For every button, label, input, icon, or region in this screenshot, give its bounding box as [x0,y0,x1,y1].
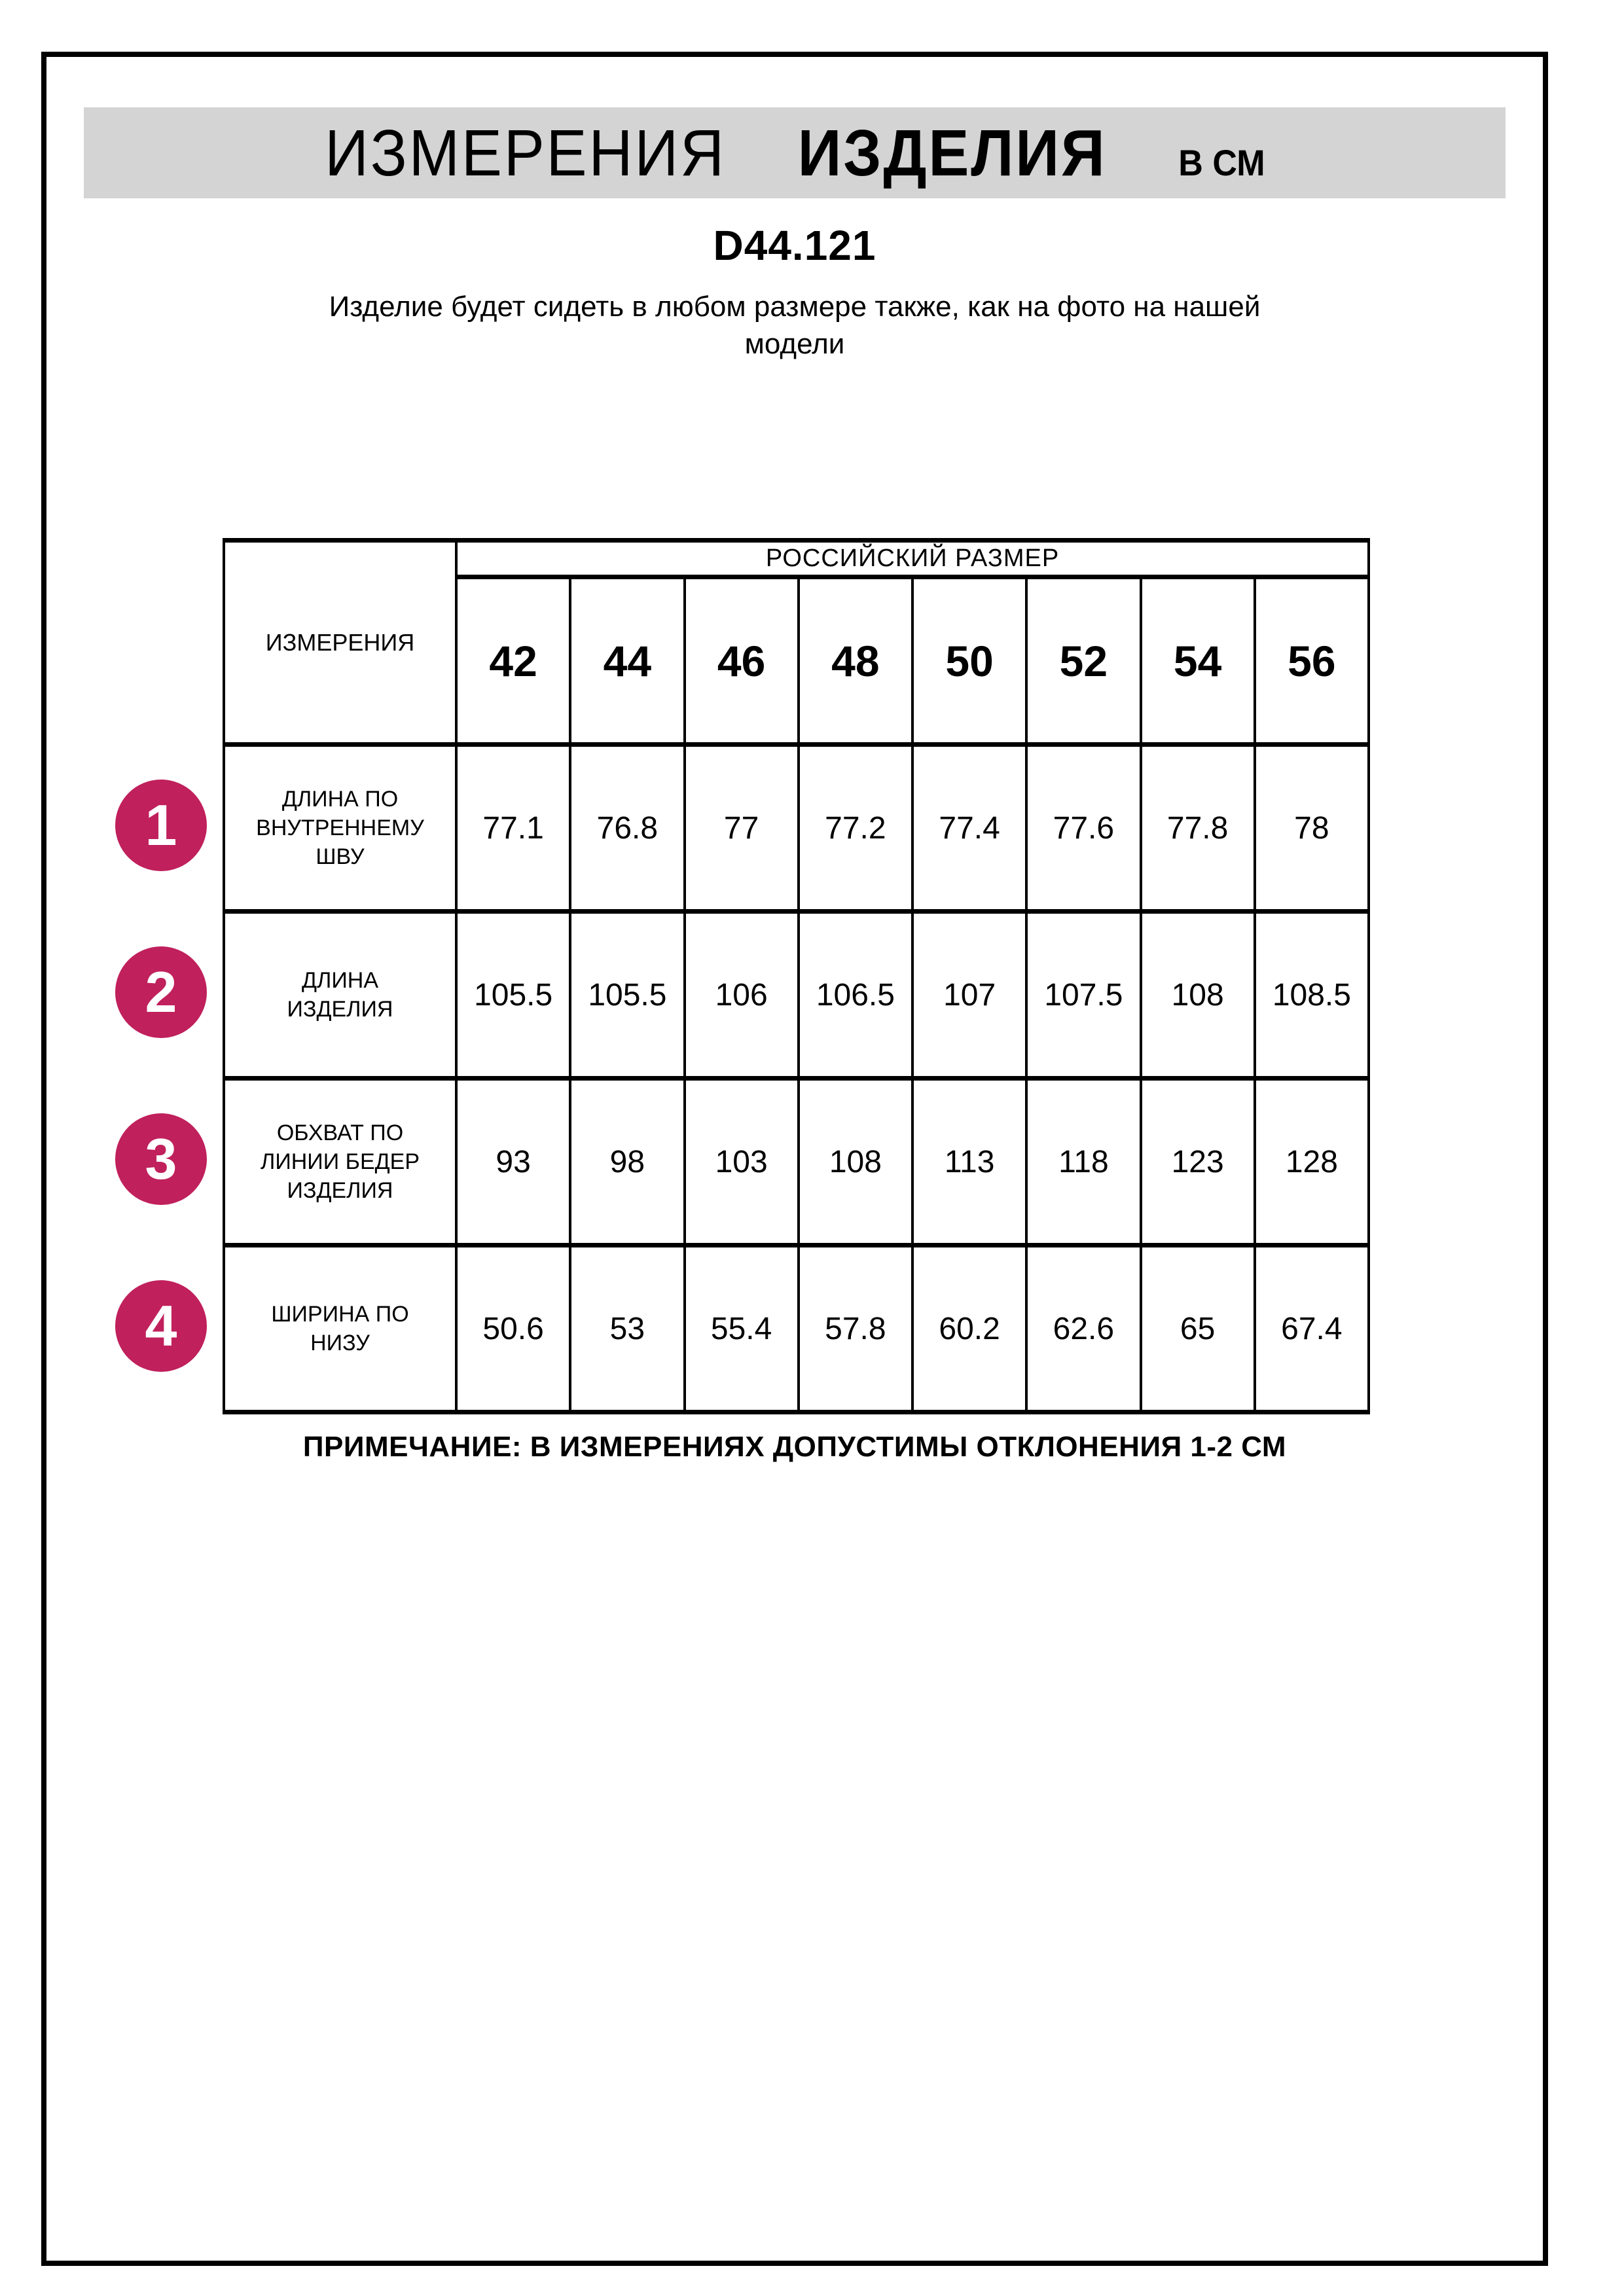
tolerance-note: ПРИМЕЧАНИЕ: В ИЗМЕРЕНИЯХ ДОПУСТИМЫ ОТКЛО… [302,1431,1287,1463]
size-col-50: 50 [911,575,1028,747]
title-units: В СМ [1178,141,1265,183]
cell-value: 55.4 [683,1243,800,1414]
badge-number: 1 [145,793,177,857]
cell-value: 50.6 [454,1243,572,1414]
cell-value: 53 [569,1243,686,1414]
cell-value: 107.5 [1025,909,1142,1081]
cell-value: 106.5 [797,909,914,1081]
header-bar: ИЗМЕРЕНИЯ ИЗДЕЛИЯ В СМ [84,107,1506,198]
cell-value: 77.4 [911,742,1028,914]
page-border [41,52,1548,2266]
row-label: ОБХВАТ ПО ЛИНИИ БЕДЕР ИЗДЕЛИЯ [223,1076,458,1247]
row-label: ДЛИНА ИЗДЕЛИЯ [223,909,458,1081]
row-number-badge-1: 1 [115,780,207,871]
cell-value: 108 [797,1076,914,1247]
badge-number: 2 [145,960,177,1024]
cell-value: 93 [454,1076,572,1247]
size-table: ИЗМЕРЕНИЯ РОССИЙСКИЙ РАЗМЕР 42 44 46 48 … [223,538,1371,1414]
table-row-bottom-width: ШИРИНА ПО НИЗУ 50.6 53 55.4 57.8 60.2 62… [223,1243,1371,1414]
table-size-row: 42 44 46 48 50 52 54 56 [224,575,1371,747]
cell-value: 77.8 [1139,742,1256,914]
cell-value: 107 [911,909,1028,1081]
russian-size-header: РОССИЙСКИЙ РАЗМЕР [455,538,1370,579]
cell-value: 77.1 [454,742,572,914]
row-label: ДЛИНА ПО ВНУТРЕННЕМУ ШВУ [223,742,458,914]
subtitle: Изделие будет сидеть в любом размере так… [329,291,1261,361]
cell-value: 118 [1025,1076,1142,1247]
cell-value: 76.8 [569,742,686,914]
table-corner-label: ИЗМЕРЕНИЯ [223,538,458,747]
model-code: D44.121 [713,222,876,269]
row-label: ШИРИНА ПО НИЗУ [223,1243,458,1414]
cell-value: 108.5 [1253,909,1371,1081]
cell-value: 77.6 [1025,742,1142,914]
page-title: ИЗМЕРЕНИЯ ИЗДЕЛИЯ В СМ [325,120,1265,186]
cell-value: 77 [683,742,800,914]
cell-value: 108 [1139,909,1256,1081]
cell-value: 62.6 [1025,1243,1142,1414]
badge-number: 3 [145,1126,177,1191]
size-col-54: 54 [1139,575,1256,747]
table-header-row: ИЗМЕРЕНИЯ РОССИЙСКИЙ РАЗМЕР [223,538,1370,747]
row-number-badge-4: 4 [115,1280,207,1372]
size-col-44: 44 [569,575,686,747]
size-col-52: 52 [1025,575,1142,747]
size-col-46: 46 [683,575,800,747]
cell-value: 57.8 [797,1243,914,1414]
cell-value: 106 [683,909,800,1081]
cell-value: 105.5 [454,909,572,1081]
cell-value: 105.5 [569,909,686,1081]
cell-value: 123 [1139,1076,1256,1247]
row-number-badge-3: 3 [115,1113,207,1205]
size-col-48: 48 [797,575,914,747]
table-row-hip-girth: ОБХВАТ ПО ЛИНИИ БЕДЕР ИЗДЕЛИЯ 93 98 103 … [223,1076,1371,1247]
cell-value: 103 [683,1076,800,1247]
cell-value: 77.2 [797,742,914,914]
cell-value: 60.2 [911,1243,1028,1414]
cell-value: 78 [1253,742,1371,914]
cell-value: 128 [1253,1076,1371,1247]
cell-value: 98 [569,1076,686,1247]
table-row-inseam-length: ДЛИНА ПО ВНУТРЕННЕМУ ШВУ 77.1 76.8 77 77… [223,742,1371,914]
row-number-badge-2: 2 [115,946,207,1038]
size-col-42: 42 [454,575,572,747]
size-col-56: 56 [1253,575,1371,747]
badge-number: 4 [145,1293,177,1358]
title-word-izmereniya: ИЗМЕРЕНИЯ [324,116,726,190]
cell-value: 113 [911,1076,1028,1247]
table-row-item-length: ДЛИНА ИЗДЕЛИЯ 105.5 105.5 106 106.5 107 … [223,909,1371,1081]
cell-value: 65 [1139,1243,1256,1414]
title-word-izdeliya: ИЗДЕЛИЯ [797,116,1107,190]
cell-value: 67.4 [1253,1243,1371,1414]
